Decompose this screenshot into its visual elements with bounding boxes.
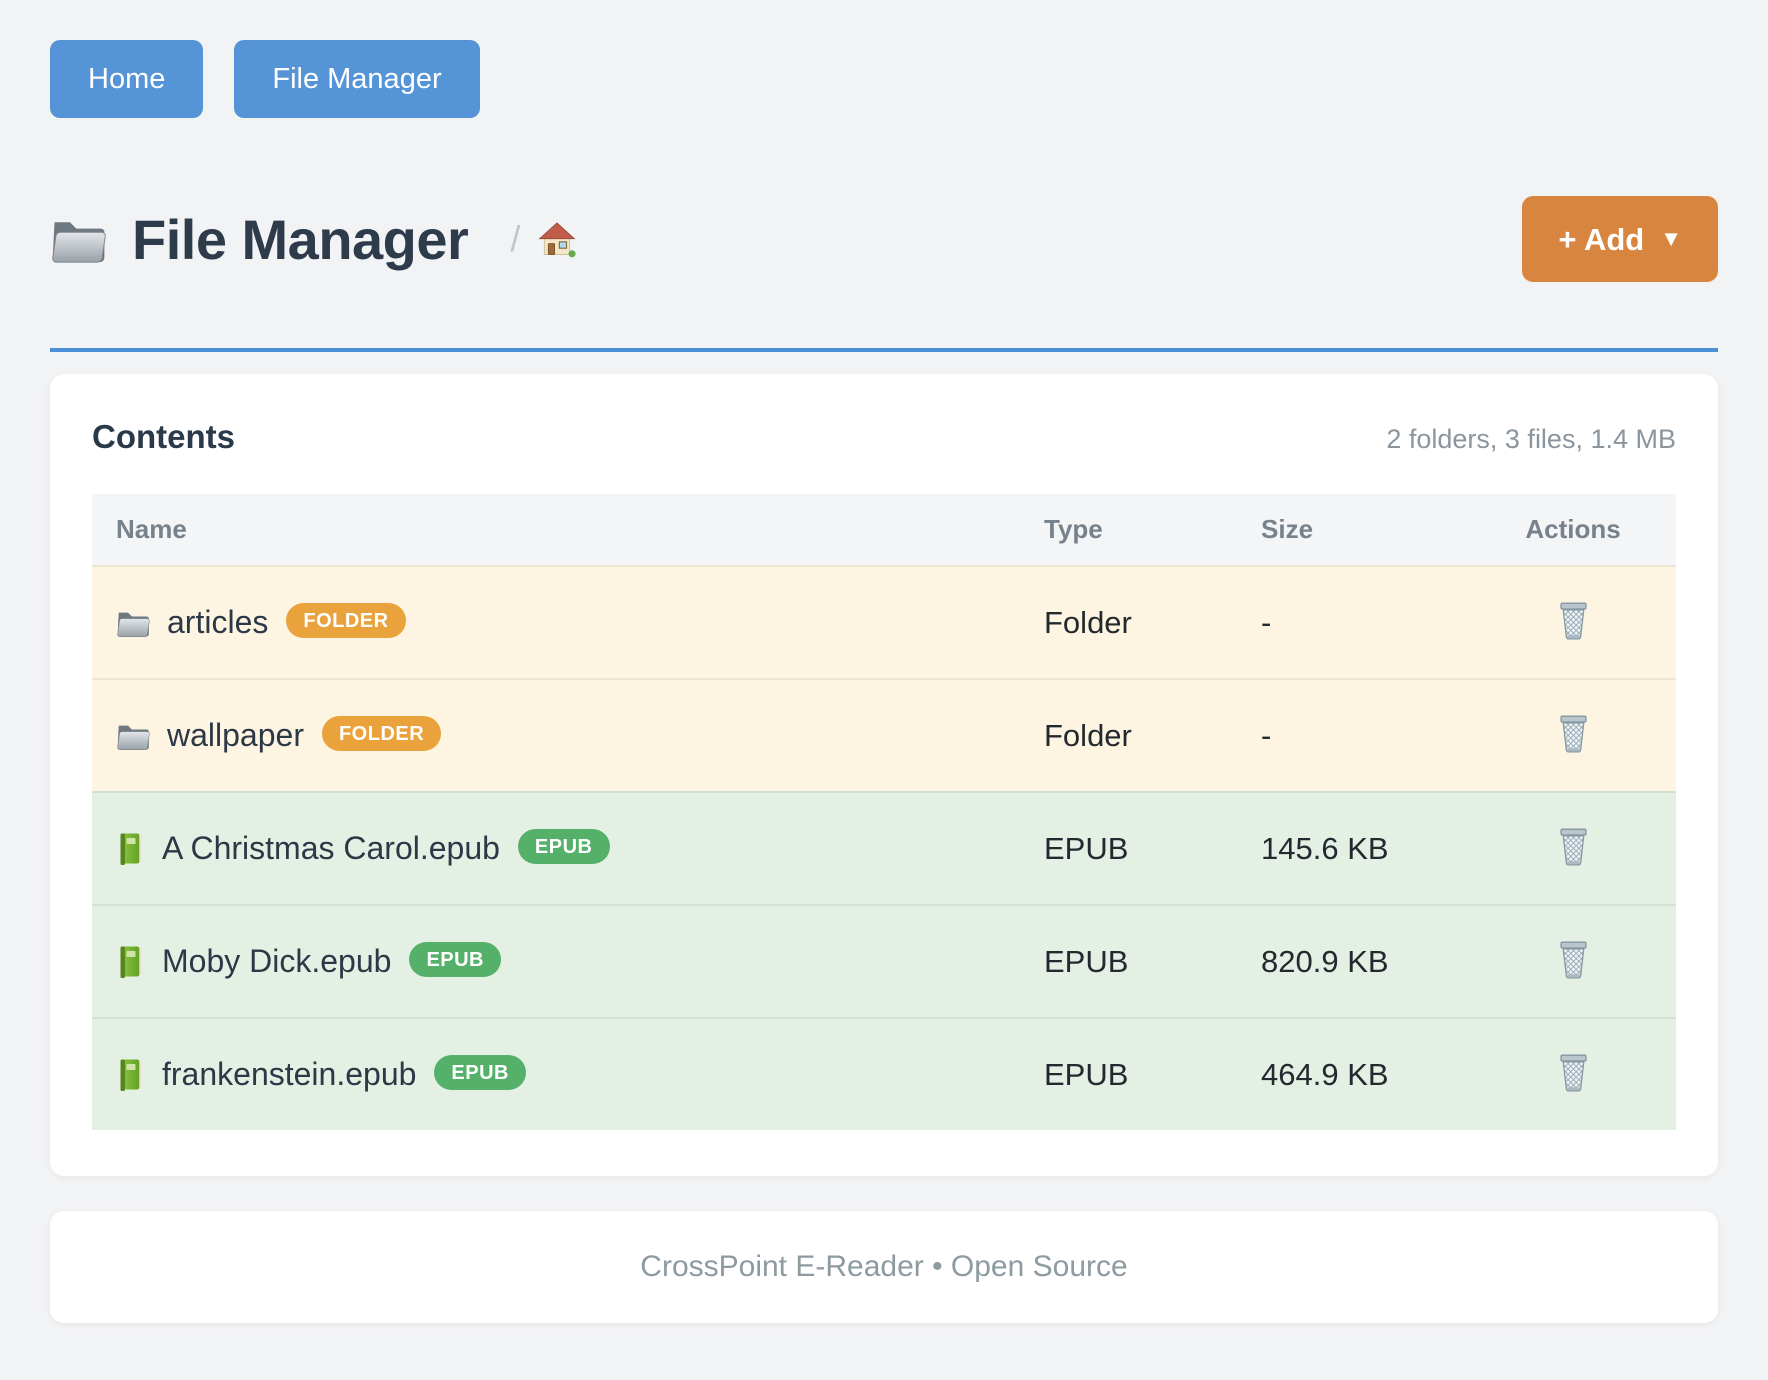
name-cell: wallpaper FOLDER: [92, 717, 1020, 754]
item-name-link[interactable]: wallpaper: [167, 717, 304, 754]
epub-badge: EPUB: [409, 942, 501, 977]
delete-button[interactable]: [1553, 1049, 1594, 1097]
type-cell: Folder: [1020, 605, 1237, 641]
table-header-row: Name Type Size Actions: [92, 494, 1676, 565]
folder-icon: [116, 721, 151, 751]
size-cell: -: [1237, 718, 1470, 754]
folder-badge: FOLDER: [322, 716, 441, 751]
actions-cell: [1470, 936, 1676, 988]
epub-badge: EPUB: [434, 1055, 526, 1090]
table-row: A Christmas Carol.epub EPUB EPUB 145.6 K…: [92, 791, 1676, 904]
table-row: Moby Dick.epub EPUB EPUB 820.9 KB: [92, 904, 1676, 1017]
title-group: File Manager /: [50, 207, 576, 272]
type-cell: EPUB: [1020, 1057, 1237, 1093]
type-cell: EPUB: [1020, 944, 1237, 980]
column-header-name: Name: [92, 514, 1020, 545]
table-row: wallpaper FOLDER Folder -: [92, 678, 1676, 791]
delete-button[interactable]: [1553, 823, 1594, 871]
name-cell: Moby Dick.epub EPUB: [92, 943, 1020, 980]
trash-icon: [1557, 601, 1590, 641]
trash-icon: [1557, 940, 1590, 980]
actions-cell: [1470, 710, 1676, 762]
actions-cell: [1470, 823, 1676, 875]
trash-icon: [1557, 827, 1590, 867]
name-cell: A Christmas Carol.epub EPUB: [92, 830, 1020, 867]
column-header-type: Type: [1020, 514, 1237, 545]
footer-text: CrossPoint E-Reader • Open Source: [640, 1250, 1127, 1284]
size-cell: 464.9 KB: [1237, 1057, 1470, 1093]
page-header: File Manager / + Add ▼: [50, 196, 1718, 352]
book-icon: [116, 1058, 146, 1091]
add-button-label: + Add: [1558, 224, 1644, 255]
actions-cell: [1470, 597, 1676, 649]
item-name-link[interactable]: A Christmas Carol.epub: [162, 830, 500, 867]
house-icon[interactable]: [538, 221, 576, 258]
contents-title: Contents: [92, 418, 235, 456]
type-cell: EPUB: [1020, 831, 1237, 867]
nav-home-button[interactable]: Home: [50, 40, 203, 118]
delete-button[interactable]: [1553, 936, 1594, 984]
size-cell: -: [1237, 605, 1470, 641]
item-name-link[interactable]: Moby Dick.epub: [162, 943, 391, 980]
delete-button[interactable]: [1553, 597, 1594, 645]
item-name-link[interactable]: frankenstein.epub: [162, 1056, 416, 1093]
contents-card: Contents 2 folders, 3 files, 1.4 MB Name…: [50, 374, 1718, 1176]
folder-icon: [50, 215, 108, 264]
add-button[interactable]: + Add ▼: [1522, 196, 1718, 282]
size-cell: 820.9 KB: [1237, 944, 1470, 980]
column-header-size: Size: [1237, 514, 1470, 545]
contents-card-header: Contents 2 folders, 3 files, 1.4 MB: [92, 418, 1676, 456]
column-header-actions: Actions: [1470, 514, 1676, 545]
book-icon: [116, 832, 146, 865]
actions-cell: [1470, 1049, 1676, 1101]
table-row: frankenstein.epub EPUB EPUB 464.9 KB: [92, 1017, 1676, 1130]
item-name-link[interactable]: articles: [167, 604, 268, 641]
name-cell: articles FOLDER: [92, 604, 1020, 641]
contents-summary: 2 folders, 3 files, 1.4 MB: [1386, 424, 1676, 455]
book-icon: [116, 945, 146, 978]
footer: CrossPoint E-Reader • Open Source: [50, 1211, 1718, 1323]
file-manager-page: Home File Manager File Manager / + Add ▼…: [0, 0, 1768, 1323]
caret-down-icon: ▼: [1660, 228, 1682, 250]
nav-bar: Home File Manager: [50, 40, 1718, 118]
type-cell: Folder: [1020, 718, 1237, 754]
page-title: File Manager: [132, 207, 468, 272]
file-table: Name Type Size Actions articles FOLDER F…: [92, 494, 1676, 1130]
trash-icon: [1557, 714, 1590, 754]
folder-badge: FOLDER: [286, 603, 405, 638]
size-cell: 145.6 KB: [1237, 831, 1470, 867]
nav-file-manager-button[interactable]: File Manager: [234, 40, 479, 118]
delete-button[interactable]: [1553, 710, 1594, 758]
name-cell: frankenstein.epub EPUB: [92, 1056, 1020, 1093]
table-row: articles FOLDER Folder -: [92, 565, 1676, 678]
epub-badge: EPUB: [518, 829, 610, 864]
trash-icon: [1557, 1053, 1590, 1093]
folder-icon: [116, 608, 151, 638]
breadcrumb-separator: /: [510, 218, 520, 260]
